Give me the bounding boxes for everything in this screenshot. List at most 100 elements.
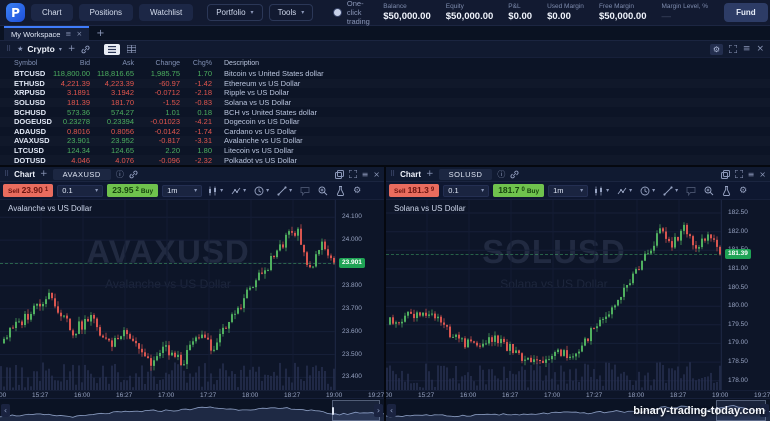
nav-tab-watchlist[interactable]: Watchlist [139,4,194,21]
chart-toolbar: Sell 23.90 1 0.1 ▾ 23.95 2 Buy 1m ▾ ▾ ▾ ▾ [0,182,384,200]
indicators-select[interactable]: ▾ [229,186,248,196]
sell-button[interactable]: Sell 181.3 9 [389,183,440,198]
chart-navigator[interactable]: ‹ › [386,398,770,421]
time-axis[interactable]: 15:00 15:27 16:00 16:27 17:00 17:27 18:00 18:27… [386,390,770,400]
fullscreen-icon[interactable] [348,170,357,178]
scroll-left-icon[interactable]: ‹ [1,404,10,417]
drawing-tools-select[interactable]: ▾ [661,185,680,196]
chart-plot-area[interactable] [386,200,722,390]
watchlist-row-avaxusd[interactable]: AVAXUSD 23.901 23.952 -0.817 -3.31 Avalanche … [14,136,303,146]
navigator-selection[interactable] [332,400,381,421]
fund-button[interactable]: Fund [724,3,768,22]
chart-plot-area[interactable] [0,200,336,390]
copy-chart-icon[interactable] [334,169,344,179]
link-icon[interactable] [510,170,519,179]
time-interval-select[interactable]: ▾ [252,186,271,196]
chart-tab[interactable]: Chart [400,169,422,179]
column-header-change[interactable]: Change [155,60,180,67]
tools-dropdown[interactable]: Tools ▾ [268,4,314,21]
one-click-trading-toggle[interactable]: One-click trading [333,0,377,26]
drag-handle-icon[interactable]: ⠿ [6,45,12,53]
chat-icon[interactable] [298,186,312,196]
chart-type-select[interactable]: ▾ [592,186,611,196]
strategy-flask-icon[interactable] [334,185,347,196]
chat-icon[interactable] [684,186,698,196]
time-interval-select[interactable]: ▾ [638,186,657,196]
watchlist-row-solusd[interactable]: SOLUSD 181.39 181.70 -1.52 -0.83 Solana vs US… [14,98,292,108]
chart-settings-gear-icon[interactable]: ⚙ [739,185,748,196]
watchlist-close-icon[interactable]: × [756,44,764,54]
chart-close-icon[interactable]: × [373,169,380,179]
fullscreen-icon[interactable] [734,170,743,178]
add-chart-tab-button[interactable]: + [426,169,434,179]
symbol-field[interactable]: SOLUSD [438,168,493,180]
drag-handle-icon[interactable]: ⠿ [390,170,396,178]
column-header-chg[interactable]: Chg% [192,60,212,67]
expand-icon[interactable] [728,45,737,53]
chart-type-select[interactable]: ▾ [206,186,225,196]
zoom-in-icon[interactable] [702,186,716,196]
column-header-bid[interactable]: Bid [79,60,90,67]
portfolio-dropdown[interactable]: Portfolio ▾ [207,4,263,21]
watchlist-menu-icon[interactable]: ≡ [742,44,751,54]
indicators-select[interactable]: ▾ [615,186,634,196]
drag-handle-icon[interactable]: ⠿ [4,170,10,178]
link-icon[interactable] [129,170,138,179]
price-axis[interactable]: 181.39 182.50182.00181.50181.00180.50180… [721,200,770,390]
app-logo-icon[interactable]: P [6,3,25,22]
column-header-ask[interactable]: Ask [122,60,134,67]
chart-tab[interactable]: Chart [14,169,36,179]
scroll-left-icon[interactable]: ‹ [387,404,396,417]
symbol-field[interactable]: AVAXUSD [52,168,111,180]
toggle-switch-icon[interactable] [333,8,342,17]
drawing-tools-select[interactable]: ▾ [275,185,294,196]
price-axis[interactable]: 23.901 24.100 24.000 23.800 23.700 23.600 23.… [335,200,384,390]
watchlist-row-adausd[interactable]: ADAUSD 0.8016 0.8056 -0.0142 -1.74 Cardano vs… [14,126,297,136]
timeframe-select[interactable]: 1m ▾ [162,184,203,197]
chart-navigator[interactable]: ‹ › [0,398,384,421]
zoom-in-icon[interactable] [316,186,330,196]
chart-close-icon[interactable]: × [759,169,766,179]
list-view-button[interactable] [104,43,121,55]
chart-menu-icon[interactable]: ≡ [747,169,755,179]
volume-select[interactable]: 0.1 ▾ [443,184,490,197]
watchlist-row-btcusd[interactable]: BTCUSD 118,800.00 118,816.65 1,985.75 1.70 Bi… [14,69,324,79]
add-workspace-button[interactable]: + [96,27,105,39]
time-tick: 19:00 [712,392,729,399]
chart-panel-header: ⠿ Chart + SOLUSD ⓘ ≡ × [386,167,770,182]
menu-dropdowns: Portfolio ▾ Tools ▾ [207,4,314,21]
buy-button[interactable]: 181.7 0 Buy [493,183,545,198]
watchlist-settings-gear-icon[interactable]: ⚙ [709,43,723,55]
chart-settings-gear-icon[interactable]: ⚙ [353,185,362,196]
workspace-tab[interactable]: My Workspace ≡ × [4,26,90,40]
workspace-close-icon[interactable]: × [76,30,83,38]
strategy-flask-icon[interactable] [720,185,733,196]
watchlist-row-dotusd[interactable]: DOTUSD 4.046 4.076 -0.096 -2.32 Polkadot vs U… [14,155,297,165]
info-icon[interactable]: ⓘ [115,169,124,179]
scroll-right-icon[interactable]: › [760,404,769,417]
watchlist-row-ethusd[interactable]: ETHUSD 4,221.39 4,223.39 -60.97 -1.42 Ethereu… [14,78,301,88]
watchlist-group-select[interactable]: ★ Crypto ▾ [17,44,62,54]
buy-button[interactable]: 23.95 2 Buy [107,183,159,198]
time-axis[interactable]: 15:00 15:27 16:00 16:27 17:00 17:27 18:00 18:27… [0,390,384,400]
nav-tab-chart[interactable]: Chart [31,4,73,21]
link-icon[interactable] [81,45,90,54]
grid-view-button[interactable] [123,44,139,55]
workspace-menu-icon[interactable]: ≡ [65,30,72,38]
watchlist-row-dogeusd[interactable]: DOGEUSD 0.23278 0.23394 -0.01023 -4.21 Dogeco… [14,117,300,127]
volume-select[interactable]: 0.1 ▾ [57,184,104,197]
info-icon[interactable]: ⓘ [497,169,506,179]
add-chart-tab-button[interactable]: + [40,169,48,179]
chart-menu-icon[interactable]: ≡ [361,169,369,179]
nav-tab-positions[interactable]: Positions [78,4,134,21]
watchlist-row-xrpusd[interactable]: XRPUSD 3.1891 3.1942 -0.0712 -2.18 Ripple vs … [14,88,290,98]
column-header-symbol[interactable]: Symbol [14,60,38,67]
copy-chart-icon[interactable] [720,169,730,179]
add-symbol-button[interactable]: + [67,44,76,54]
sell-button[interactable]: Sell 23.90 1 [3,183,54,198]
watchlist-row-bchusd[interactable]: BCHUSD 573.36 574.27 1.01 0.18 BCH vs United … [14,107,317,117]
timeframe-select[interactable]: 1m ▾ [548,184,589,197]
column-header-description[interactable]: Description [224,60,260,67]
watchlist-row-ltcusd[interactable]: LTCUSD 124.34 124.65 2.20 1.80 Litecoin vs US… [14,146,294,156]
scroll-right-icon[interactable]: › [374,404,383,417]
